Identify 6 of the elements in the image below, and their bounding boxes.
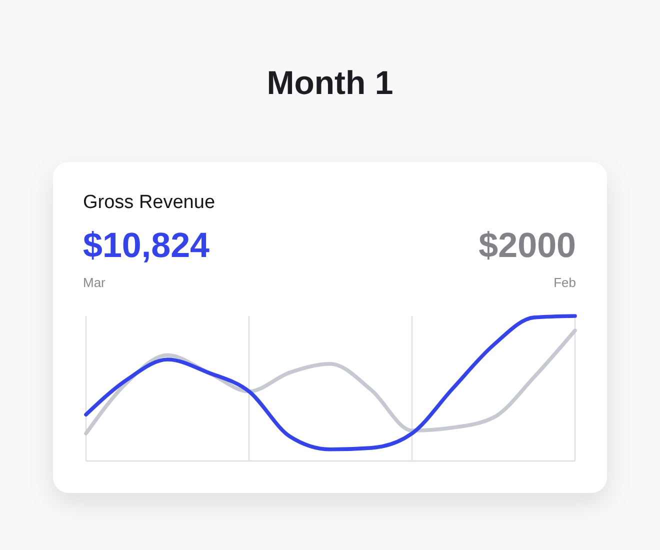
text: Mar bbox=[83, 275, 106, 290]
chart-subtitle: Gross Revenue bbox=[83, 192, 216, 213]
text: $10,824 bbox=[83, 226, 210, 265]
chart-title: Month 1 bbox=[266, 64, 394, 101]
text: $2000 bbox=[478, 226, 576, 265]
text: Feb bbox=[554, 275, 576, 290]
